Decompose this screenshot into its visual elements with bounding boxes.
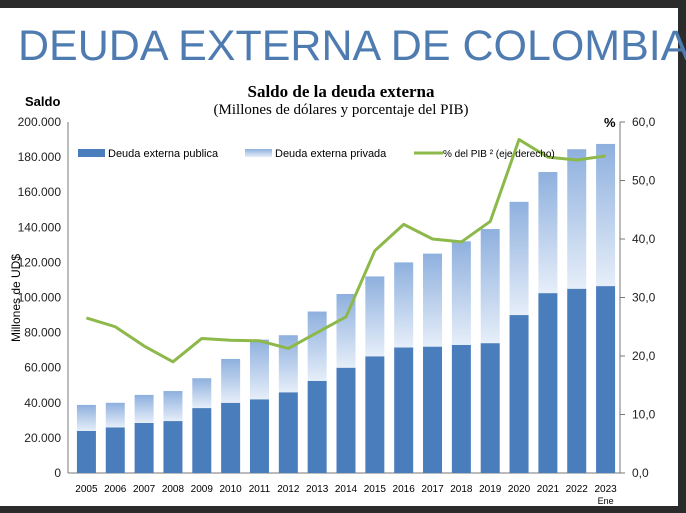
bar-public-2010 xyxy=(221,402,241,473)
bar-private-2015 xyxy=(365,276,385,357)
x-tick-label: 2018 xyxy=(450,484,473,495)
x-tick-label: 2008 xyxy=(162,484,185,495)
bar-public-2015 xyxy=(365,356,385,473)
legend-label-public: Deuda externa publica xyxy=(108,148,219,160)
bar-private-2018 xyxy=(451,241,471,345)
chart-subtitle: (Millones de dólares y porcentaje del PI… xyxy=(214,102,469,118)
bar-public-2011 xyxy=(249,399,269,473)
bar-private-2007 xyxy=(134,394,154,423)
y2-tick-label: 40,0 xyxy=(632,232,656,246)
bar-public-2008 xyxy=(163,421,183,473)
x-tick-label: 2023 xyxy=(594,484,617,495)
bar-public-2005 xyxy=(76,430,96,473)
legend-label-private: Deuda externa privada xyxy=(275,148,387,160)
bar-public-2016 xyxy=(394,347,414,473)
x-tick-label: 2013 xyxy=(306,484,329,495)
y-tick-label: 80.000 xyxy=(24,326,61,340)
x-tick-label: 2010 xyxy=(220,484,243,495)
x-tick-label: 2017 xyxy=(421,484,444,495)
x-tick-label: 2012 xyxy=(277,484,300,495)
y2-tick-label: 20,0 xyxy=(632,349,656,363)
legend-swatch-private xyxy=(245,149,272,157)
y2-tick-label: 10,0 xyxy=(632,408,656,422)
legend-swatch-public xyxy=(78,149,105,157)
bar-public-2019 xyxy=(480,343,500,473)
x-tick-label: 2016 xyxy=(393,484,416,495)
y-axis-label: Millones de UD$ xyxy=(9,254,23,342)
bar-public-2022 xyxy=(567,288,587,473)
x-tick-note: Ene xyxy=(598,496,614,506)
x-tick-label: 2014 xyxy=(335,484,358,495)
y-tick-label: 200.000 xyxy=(18,115,62,129)
y-tick-label: 100.000 xyxy=(18,291,62,305)
y-tick-label: 120.000 xyxy=(18,255,62,269)
bar-private-2009 xyxy=(192,378,212,409)
y-tick-label: 160.000 xyxy=(18,185,62,199)
bar-public-2023 xyxy=(596,286,616,473)
bar-private-2022 xyxy=(567,149,587,289)
x-tick-label: 2019 xyxy=(479,484,502,495)
legend: Deuda externa publica Deuda externa priv… xyxy=(78,148,555,160)
slide-title: DEUDA EXTERNA DE COLOMBIA1 xyxy=(18,22,686,71)
bar-private-2021 xyxy=(538,172,558,294)
y2-tick-label: 60,0 xyxy=(632,115,656,129)
x-tick-label: 2011 xyxy=(249,484,271,495)
bar-private-2011 xyxy=(249,339,269,400)
y2-axis-top-label: % xyxy=(604,115,616,130)
y2-tick-label: 50,0 xyxy=(632,174,656,188)
slide-title-text: DEUDA EXTERNA DE COLOMBIA xyxy=(18,22,686,70)
bar-public-2012 xyxy=(278,392,298,473)
bar-private-2020 xyxy=(509,201,529,316)
bar-private-2014 xyxy=(336,293,356,368)
y-tick-label: 20.000 xyxy=(24,431,61,445)
bar-public-2013 xyxy=(307,380,327,473)
bar-private-2017 xyxy=(423,253,443,347)
bar-public-2014 xyxy=(336,367,356,473)
y-tick-label: 40.000 xyxy=(24,396,61,410)
bar-public-2021 xyxy=(538,293,558,473)
y2-tick-label: 0,0 xyxy=(632,466,649,480)
bar-private-2006 xyxy=(105,402,125,428)
y2-tick-label: 30,0 xyxy=(632,291,656,305)
bar-public-2009 xyxy=(192,408,212,473)
bar-private-2013 xyxy=(307,311,327,381)
bar-public-2020 xyxy=(509,315,529,473)
bar-public-2007 xyxy=(134,422,154,473)
chart-title: Saldo de la deuda externa xyxy=(247,82,435,101)
bar-private-2019 xyxy=(480,229,500,344)
y-tick-label: 0 xyxy=(54,466,61,480)
bar-private-2005 xyxy=(76,404,96,431)
y-tick-label: 180.000 xyxy=(18,150,62,164)
bar-private-2023 xyxy=(596,143,616,287)
x-tick-label: 2022 xyxy=(566,484,589,495)
bar-private-2010 xyxy=(221,358,241,403)
bar-private-2016 xyxy=(394,262,414,348)
x-tick-label: 2006 xyxy=(104,484,127,495)
bar-public-2006 xyxy=(105,427,125,473)
x-tick-label: 2007 xyxy=(133,484,156,495)
y-tick-label: 60.000 xyxy=(24,361,61,375)
x-tick-label: 2020 xyxy=(508,484,531,495)
bar-public-2018 xyxy=(451,344,471,473)
x-tick-label: 2009 xyxy=(191,484,214,495)
bar-public-2017 xyxy=(423,346,443,473)
bar-private-2012 xyxy=(278,335,298,393)
x-tick-label: 2021 xyxy=(537,484,560,495)
x-tick-label: 2005 xyxy=(75,484,98,495)
y-axis-top-label: Saldo xyxy=(25,94,60,109)
x-tick-label: 2015 xyxy=(364,484,387,495)
legend-label-line: % del PIB ² (eje derecho) xyxy=(443,149,555,160)
y-tick-label: 140.000 xyxy=(18,220,62,234)
bar-private-2008 xyxy=(163,391,183,422)
